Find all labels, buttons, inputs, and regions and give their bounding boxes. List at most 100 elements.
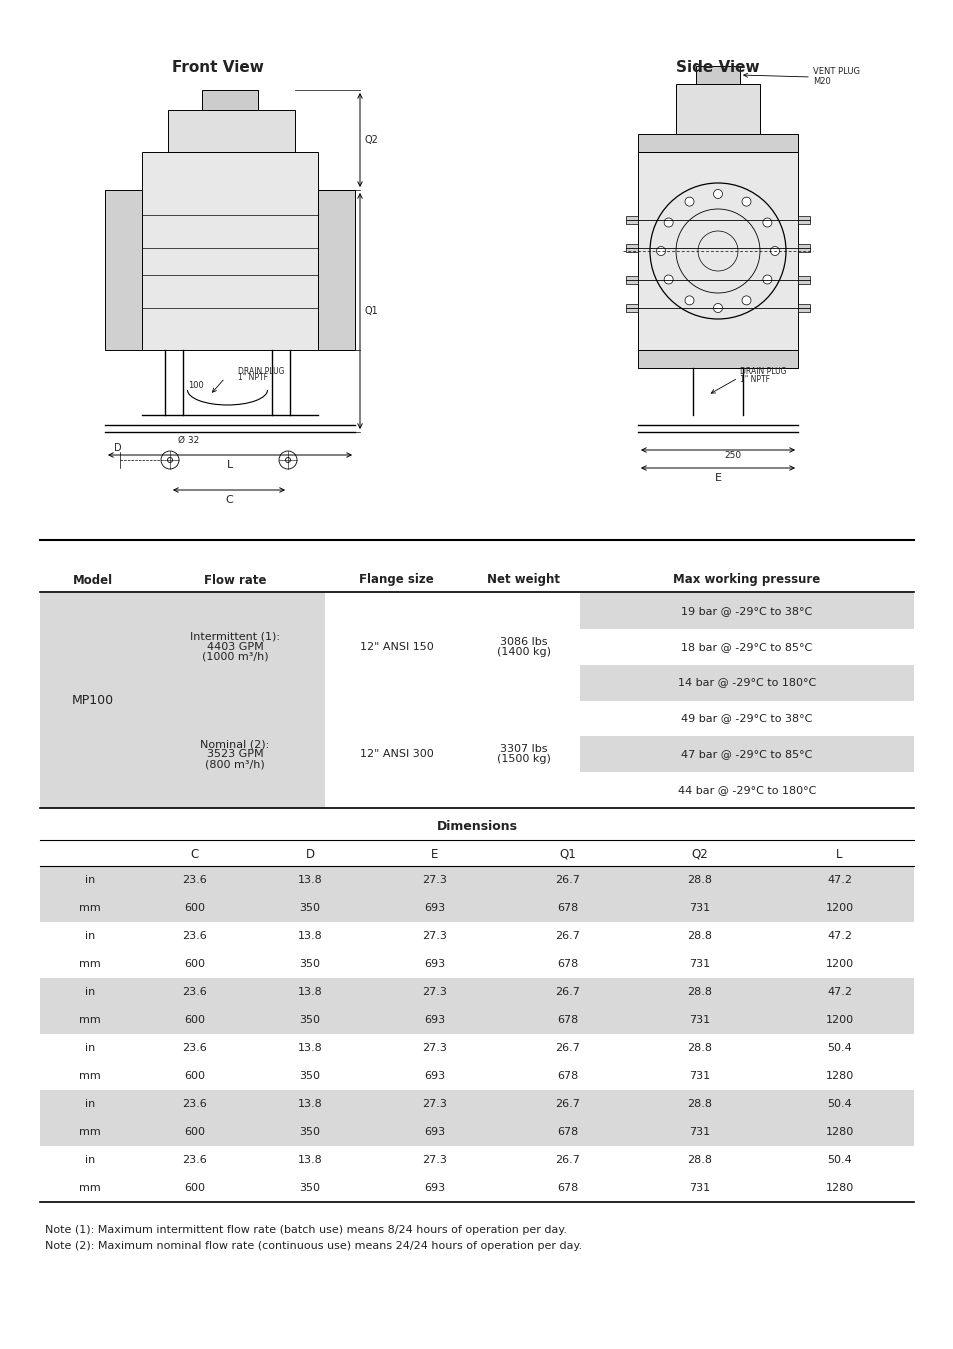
Bar [797, 216, 809, 224]
Text: 28.8: 28.8 [687, 931, 712, 942]
Text: (1000 m³/h): (1000 m³/h) [201, 652, 268, 662]
Text: 47 bar @ -29°C to 85°C: 47 bar @ -29°C to 85°C [680, 749, 812, 759]
Text: 1280: 1280 [824, 1126, 853, 1137]
Text: 28.8: 28.8 [687, 1155, 712, 1166]
Text: 27.3: 27.3 [422, 1155, 447, 1166]
Text: 693: 693 [424, 1071, 445, 1081]
Text: L: L [836, 847, 841, 861]
Text: 12" ANSI 150: 12" ANSI 150 [359, 642, 433, 652]
Text: 27.3: 27.3 [422, 1043, 447, 1054]
Text: 1200: 1200 [824, 959, 853, 969]
Text: 13.8: 13.8 [297, 876, 322, 885]
Text: 50.4: 50.4 [826, 1099, 851, 1109]
Circle shape [741, 295, 750, 305]
Text: mm: mm [79, 902, 101, 913]
Text: 678: 678 [557, 1126, 578, 1137]
Bar [797, 244, 809, 252]
Text: in: in [85, 1043, 95, 1054]
Text: C: C [191, 847, 199, 861]
Bar [625, 216, 638, 224]
Text: 731: 731 [689, 1071, 710, 1081]
Text: 27.3: 27.3 [422, 987, 447, 997]
Text: 350: 350 [299, 1071, 320, 1081]
Text: in: in [85, 1155, 95, 1166]
Text: 12" ANSI 300: 12" ANSI 300 [359, 749, 433, 759]
Text: 600: 600 [184, 1183, 205, 1193]
Text: 1200: 1200 [824, 1014, 853, 1025]
Text: E: E [431, 847, 438, 861]
Circle shape [663, 219, 673, 227]
Text: Net weight: Net weight [487, 573, 560, 587]
Text: 47.2: 47.2 [826, 987, 851, 997]
Bar [579, 629, 913, 665]
Text: 28.8: 28.8 [687, 876, 712, 885]
Text: 44 bar @ -29°C to 180°C: 44 bar @ -29°C to 180°C [677, 785, 816, 795]
Text: mm: mm [79, 959, 101, 969]
Text: (1500 kg): (1500 kg) [497, 754, 551, 765]
Text: 19 bar @ -29°C to 38°C: 19 bar @ -29°C to 38°C [680, 606, 812, 616]
Text: 28.8: 28.8 [687, 987, 712, 997]
Text: M20: M20 [812, 77, 830, 85]
Text: 600: 600 [184, 1071, 205, 1081]
Bar [625, 304, 638, 312]
Text: in: in [85, 987, 95, 997]
Circle shape [741, 197, 750, 206]
Text: 1280: 1280 [824, 1071, 853, 1081]
Bar [696, 66, 740, 84]
Text: Model: Model [72, 573, 112, 587]
Bar [40, 1090, 913, 1147]
Text: 26.7: 26.7 [555, 1155, 579, 1166]
Text: D: D [305, 847, 314, 861]
Text: 678: 678 [557, 1071, 578, 1081]
Bar [40, 866, 913, 921]
Text: mm: mm [79, 1126, 101, 1137]
Text: 23.6: 23.6 [182, 1155, 207, 1166]
Text: 731: 731 [689, 1126, 710, 1137]
Text: 600: 600 [184, 1126, 205, 1137]
Text: Flange size: Flange size [358, 573, 434, 587]
Text: MP100: MP100 [71, 693, 113, 707]
Text: 600: 600 [184, 902, 205, 913]
Text: 1" NPTF: 1" NPTF [740, 375, 769, 383]
Text: 26.7: 26.7 [555, 987, 579, 997]
Text: 1200: 1200 [824, 902, 853, 913]
Text: 1280: 1280 [824, 1183, 853, 1193]
Text: 4403 GPM: 4403 GPM [207, 642, 263, 652]
Text: 250: 250 [723, 451, 740, 460]
Text: Q2: Q2 [691, 847, 708, 861]
Text: (800 m³/h): (800 m³/h) [205, 759, 265, 769]
Text: DRAIN PLUG: DRAIN PLUG [740, 367, 785, 375]
Text: mm: mm [79, 1071, 101, 1081]
Text: Flow rate: Flow rate [204, 573, 266, 587]
Text: 26.7: 26.7 [555, 1099, 579, 1109]
Text: 26.7: 26.7 [555, 931, 579, 942]
Text: in: in [85, 931, 95, 942]
Text: 350: 350 [299, 902, 320, 913]
Circle shape [684, 197, 693, 206]
Bar [168, 111, 294, 152]
Text: 13.8: 13.8 [297, 1155, 322, 1166]
Text: Note (2): Maximum nominal flow rate (continuous use) means 24/24 hours of operat: Note (2): Maximum nominal flow rate (con… [45, 1241, 581, 1251]
Text: 3523 GPM: 3523 GPM [207, 749, 263, 759]
Bar [325, 594, 579, 700]
Circle shape [762, 275, 771, 285]
Text: 678: 678 [557, 1183, 578, 1193]
Text: Nominal (2):: Nominal (2): [200, 739, 270, 749]
Text: 23.6: 23.6 [182, 1043, 207, 1054]
Bar [325, 700, 579, 808]
Bar [797, 304, 809, 312]
Text: 27.3: 27.3 [422, 876, 447, 885]
Text: 27.3: 27.3 [422, 931, 447, 942]
Text: Max working pressure: Max working pressure [673, 573, 820, 587]
Bar [638, 152, 797, 349]
Text: 23.6: 23.6 [182, 1099, 207, 1109]
Text: mm: mm [79, 1014, 101, 1025]
Text: Side View: Side View [676, 61, 759, 76]
Circle shape [713, 189, 721, 198]
Text: VENT PLUG: VENT PLUG [812, 66, 859, 76]
Bar [105, 190, 142, 349]
Text: 600: 600 [184, 959, 205, 969]
Bar [625, 277, 638, 285]
Text: 13.8: 13.8 [297, 987, 322, 997]
Text: in: in [85, 1099, 95, 1109]
